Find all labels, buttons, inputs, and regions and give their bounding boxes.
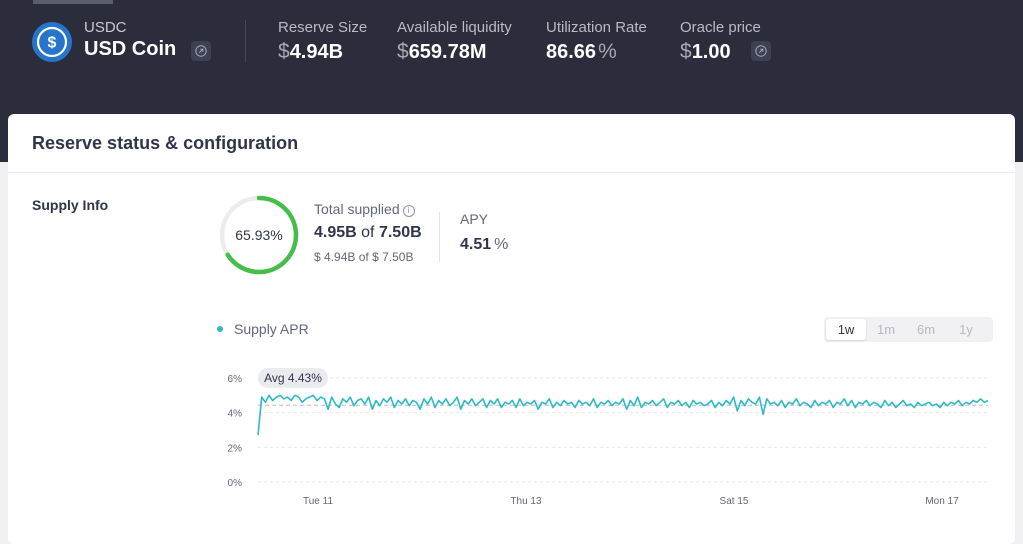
supply-cap-ring [219,195,299,275]
supply-info-label: Supply Info [32,197,109,213]
stat-label: Available liquidity [397,19,512,36]
stat-reserve-size: Reserve Size $4.94B [278,19,367,64]
avg-badge [258,368,328,388]
y-tick-label: 0% [228,478,243,489]
stat-label: Reserve Size [278,19,368,36]
external-link-icon [755,45,767,57]
range-1y[interactable]: 1y [959,322,973,337]
stat-available-liquidity: Available liquidity $659.78M [397,19,512,64]
stat-label: Utilization Rate [546,19,647,36]
total-supplied-value: 4.95B of 7.50B [314,224,422,241]
total-supplied-label: Total supplied i [314,201,415,217]
supply-apr-chart: 0% 2% 4% 6% Tue 11 Thu 13 Sat 15 Mon 17 Avg 4.43… [228,368,989,507]
avg-badge-label: Avg 4.43% [264,371,322,385]
y-tick-label: 4% [228,409,243,420]
supply-apr-line [257,394,989,436]
asset-symbol: USDC [84,19,127,36]
asset-name: USD Coin [84,38,177,60]
stat-value: $4.94B [278,40,344,63]
card-title: Reserve status & configuration [32,133,299,153]
legend-label: Supply APR [234,321,309,337]
apy-value: 4.51% [460,236,509,253]
card-divider [8,172,1015,173]
supply-divider [439,212,440,262]
stat-value: $1.00 [680,40,731,63]
stat-value: $659.78M [397,40,487,63]
info-icon[interactable]: i [402,205,415,217]
header-divider [245,20,246,62]
stat-oracle-price: Oracle price $1.00 [680,19,761,64]
x-tick-label: Thu 13 [510,496,542,507]
range-selector: 1w 1m 6m 1y [824,317,993,342]
range-6m[interactable]: 6m [916,322,936,337]
total-supplied-usd: $ 4.94B of $ 7.50B [314,250,414,264]
range-1m[interactable]: 1m [876,322,896,337]
x-tick-label: Sat 15 [720,496,749,507]
asset-external-link-button[interactable] [191,41,211,61]
y-tick-label: 6% [228,374,243,385]
range-1w[interactable]: 1w [826,319,866,340]
legend-dot [217,326,223,332]
usdc-logo-icon: $ [32,22,72,62]
reserve-status-card: Reserve status & configuration Supply In… [8,114,1015,544]
svg-text:$: $ [48,35,57,52]
stat-utilization-rate: Utilization Rate 86.66% [546,19,647,64]
chart-legend: Supply APR [217,321,309,337]
y-tick-label: 2% [228,443,243,454]
x-tick-label: Tue 11 [303,496,333,507]
x-tick-label: Mon 17 [925,496,959,507]
back-tab-indicator [33,0,113,4]
oracle-external-link-button[interactable] [751,41,771,61]
apy-label: APY [460,211,489,227]
stat-value: 86.66% [546,40,617,63]
external-link-icon [195,45,207,57]
stat-label: Oracle price [680,19,761,36]
ring-percent: 65.93% [235,227,283,243]
